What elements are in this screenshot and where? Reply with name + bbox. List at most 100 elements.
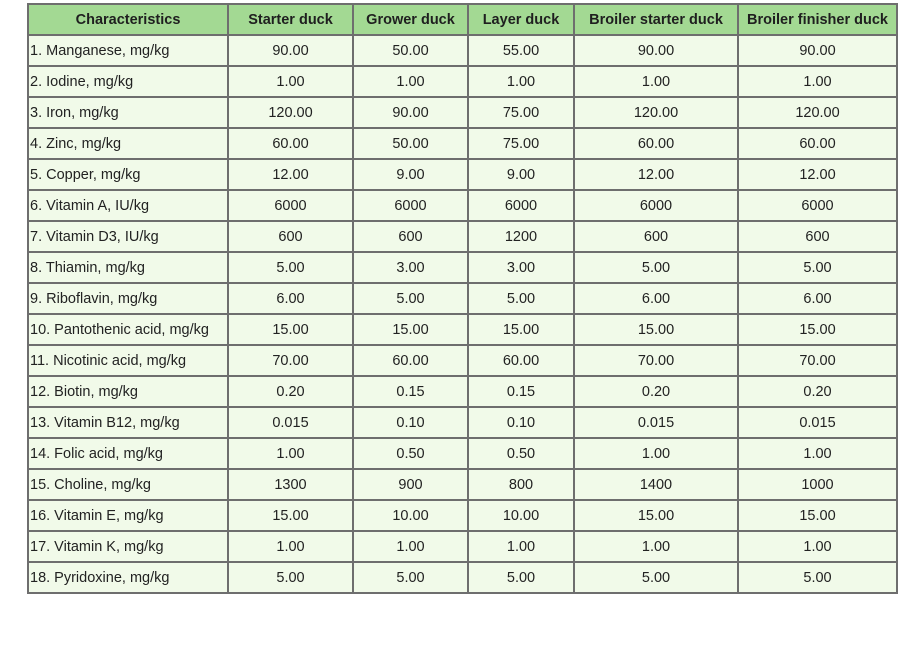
cell-characteristic: 5. Copper, mg/kg <box>27 158 229 191</box>
header-grower-duck: Grower duck <box>352 3 469 36</box>
cell-grower-duck: 5.00 <box>352 561 469 594</box>
cell-characteristic: 3. Iron, mg/kg <box>27 96 229 129</box>
cell-characteristic: 8. Thiamin, mg/kg <box>27 251 229 284</box>
cell-grower-duck: 900 <box>352 468 469 501</box>
cell-characteristic: 12. Biotin, mg/kg <box>27 375 229 408</box>
table-row: 10. Pantothenic acid, mg/kg 15.00 15.00 15.… <box>27 313 898 346</box>
cell-broiler-starter-duck: 70.00 <box>573 344 739 377</box>
cell-characteristic: 17. Vitamin K, mg/kg <box>27 530 229 563</box>
cell-grower-duck: 0.15 <box>352 375 469 408</box>
cell-characteristic: 11. Nicotinic acid, mg/kg <box>27 344 229 377</box>
cell-starter-duck: 1.00 <box>227 530 354 563</box>
table-row: 2. Iodine, mg/kg 1.00 1.00 1.00 1.00 1.00 <box>27 65 898 98</box>
cell-starter-duck: 0.20 <box>227 375 354 408</box>
cell-grower-duck: 0.10 <box>352 406 469 439</box>
cell-broiler-starter-duck: 1.00 <box>573 437 739 470</box>
cell-grower-duck: 600 <box>352 220 469 253</box>
cell-layer-duck: 55.00 <box>467 34 575 67</box>
header-broiler-starter-duck: Broiler starter duck <box>573 3 739 36</box>
cell-layer-duck: 75.00 <box>467 96 575 129</box>
cell-broiler-starter-duck: 6000 <box>573 189 739 222</box>
table-header-row: Characteristics Starter duck Grower duck… <box>27 3 898 36</box>
table-row: 13. Vitamin B12, mg/kg 0.015 0.10 0.10 0.015… <box>27 406 898 439</box>
cell-broiler-finisher-duck: 90.00 <box>737 34 898 67</box>
cell-grower-duck: 5.00 <box>352 282 469 315</box>
cell-layer-duck: 10.00 <box>467 499 575 532</box>
table-row: 4. Zinc, mg/kg 60.00 50.00 75.00 60.00 60.00 <box>27 127 898 160</box>
cell-starter-duck: 1300 <box>227 468 354 501</box>
cell-starter-duck: 5.00 <box>227 251 354 284</box>
table-row: 6. Vitamin A, IU/kg 6000 6000 6000 6000 6000 <box>27 189 898 222</box>
cell-layer-duck: 5.00 <box>467 561 575 594</box>
cell-broiler-starter-duck: 15.00 <box>573 499 739 532</box>
cell-grower-duck: 1.00 <box>352 530 469 563</box>
header-layer-duck: Layer duck <box>467 3 575 36</box>
cell-broiler-finisher-duck: 1000 <box>737 468 898 501</box>
cell-starter-duck: 0.015 <box>227 406 354 439</box>
cell-grower-duck: 10.00 <box>352 499 469 532</box>
table-row: 15. Choline, mg/kg 1300 900 800 1400 1000 <box>27 468 898 501</box>
cell-broiler-finisher-duck: 5.00 <box>737 561 898 594</box>
cell-starter-duck: 1.00 <box>227 437 354 470</box>
cell-characteristic: 7. Vitamin D3, IU/kg <box>27 220 229 253</box>
cell-grower-duck: 60.00 <box>352 344 469 377</box>
table-row: 9. Riboflavin, mg/kg 6.00 5.00 5.00 6.00 6.00 <box>27 282 898 315</box>
nutrient-table: Characteristics Starter duck Grower duck… <box>27 3 898 594</box>
cell-broiler-finisher-duck: 15.00 <box>737 313 898 346</box>
cell-layer-duck: 5.00 <box>467 282 575 315</box>
cell-grower-duck: 50.00 <box>352 34 469 67</box>
cell-characteristic: 2. Iodine, mg/kg <box>27 65 229 98</box>
cell-layer-duck: 0.15 <box>467 375 575 408</box>
cell-starter-duck: 600 <box>227 220 354 253</box>
cell-broiler-finisher-duck: 5.00 <box>737 251 898 284</box>
cell-broiler-starter-duck: 5.00 <box>573 251 739 284</box>
cell-broiler-finisher-duck: 6000 <box>737 189 898 222</box>
cell-starter-duck: 12.00 <box>227 158 354 191</box>
cell-layer-duck: 1200 <box>467 220 575 253</box>
cell-broiler-starter-duck: 90.00 <box>573 34 739 67</box>
cell-starter-duck: 6.00 <box>227 282 354 315</box>
cell-characteristic: 10. Pantothenic acid, mg/kg <box>27 313 229 346</box>
cell-layer-duck: 1.00 <box>467 65 575 98</box>
cell-broiler-finisher-duck: 1.00 <box>737 65 898 98</box>
cell-characteristic: 6. Vitamin A, IU/kg <box>27 189 229 222</box>
cell-broiler-finisher-duck: 15.00 <box>737 499 898 532</box>
table-body: 1. Manganese, mg/kg 90.00 50.00 55.00 90.00 9… <box>27 34 898 594</box>
cell-broiler-finisher-duck: 1.00 <box>737 437 898 470</box>
table-row: 5. Copper, mg/kg 12.00 9.00 9.00 12.00 12.00 <box>27 158 898 191</box>
cell-starter-duck: 70.00 <box>227 344 354 377</box>
cell-layer-duck: 75.00 <box>467 127 575 160</box>
cell-layer-duck: 3.00 <box>467 251 575 284</box>
cell-broiler-starter-duck: 5.00 <box>573 561 739 594</box>
cell-grower-duck: 9.00 <box>352 158 469 191</box>
cell-broiler-starter-duck: 600 <box>573 220 739 253</box>
cell-starter-duck: 60.00 <box>227 127 354 160</box>
cell-broiler-starter-duck: 0.20 <box>573 375 739 408</box>
cell-layer-duck: 1.00 <box>467 530 575 563</box>
cell-layer-duck: 9.00 <box>467 158 575 191</box>
cell-characteristic: 9. Riboflavin, mg/kg <box>27 282 229 315</box>
cell-broiler-finisher-duck: 6.00 <box>737 282 898 315</box>
cell-grower-duck: 1.00 <box>352 65 469 98</box>
cell-broiler-finisher-duck: 12.00 <box>737 158 898 191</box>
cell-grower-duck: 50.00 <box>352 127 469 160</box>
cell-starter-duck: 15.00 <box>227 313 354 346</box>
cell-broiler-starter-duck: 120.00 <box>573 96 739 129</box>
cell-layer-duck: 0.50 <box>467 437 575 470</box>
cell-broiler-starter-duck: 0.015 <box>573 406 739 439</box>
cell-broiler-finisher-duck: 60.00 <box>737 127 898 160</box>
cell-broiler-starter-duck: 1400 <box>573 468 739 501</box>
table-row: 12. Biotin, mg/kg 0.20 0.15 0.15 0.20 0.20 <box>27 375 898 408</box>
cell-broiler-finisher-duck: 600 <box>737 220 898 253</box>
cell-layer-duck: 15.00 <box>467 313 575 346</box>
cell-grower-duck: 15.00 <box>352 313 469 346</box>
cell-starter-duck: 120.00 <box>227 96 354 129</box>
header-broiler-finisher-duck: Broiler finisher duck <box>737 3 898 36</box>
cell-characteristic: 15. Choline, mg/kg <box>27 468 229 501</box>
cell-broiler-starter-duck: 15.00 <box>573 313 739 346</box>
table-row: 11. Nicotinic acid, mg/kg 70.00 60.00 60.00… <box>27 344 898 377</box>
cell-starter-duck: 5.00 <box>227 561 354 594</box>
header-characteristics: Characteristics <box>27 3 229 36</box>
cell-layer-duck: 60.00 <box>467 344 575 377</box>
cell-grower-duck: 3.00 <box>352 251 469 284</box>
